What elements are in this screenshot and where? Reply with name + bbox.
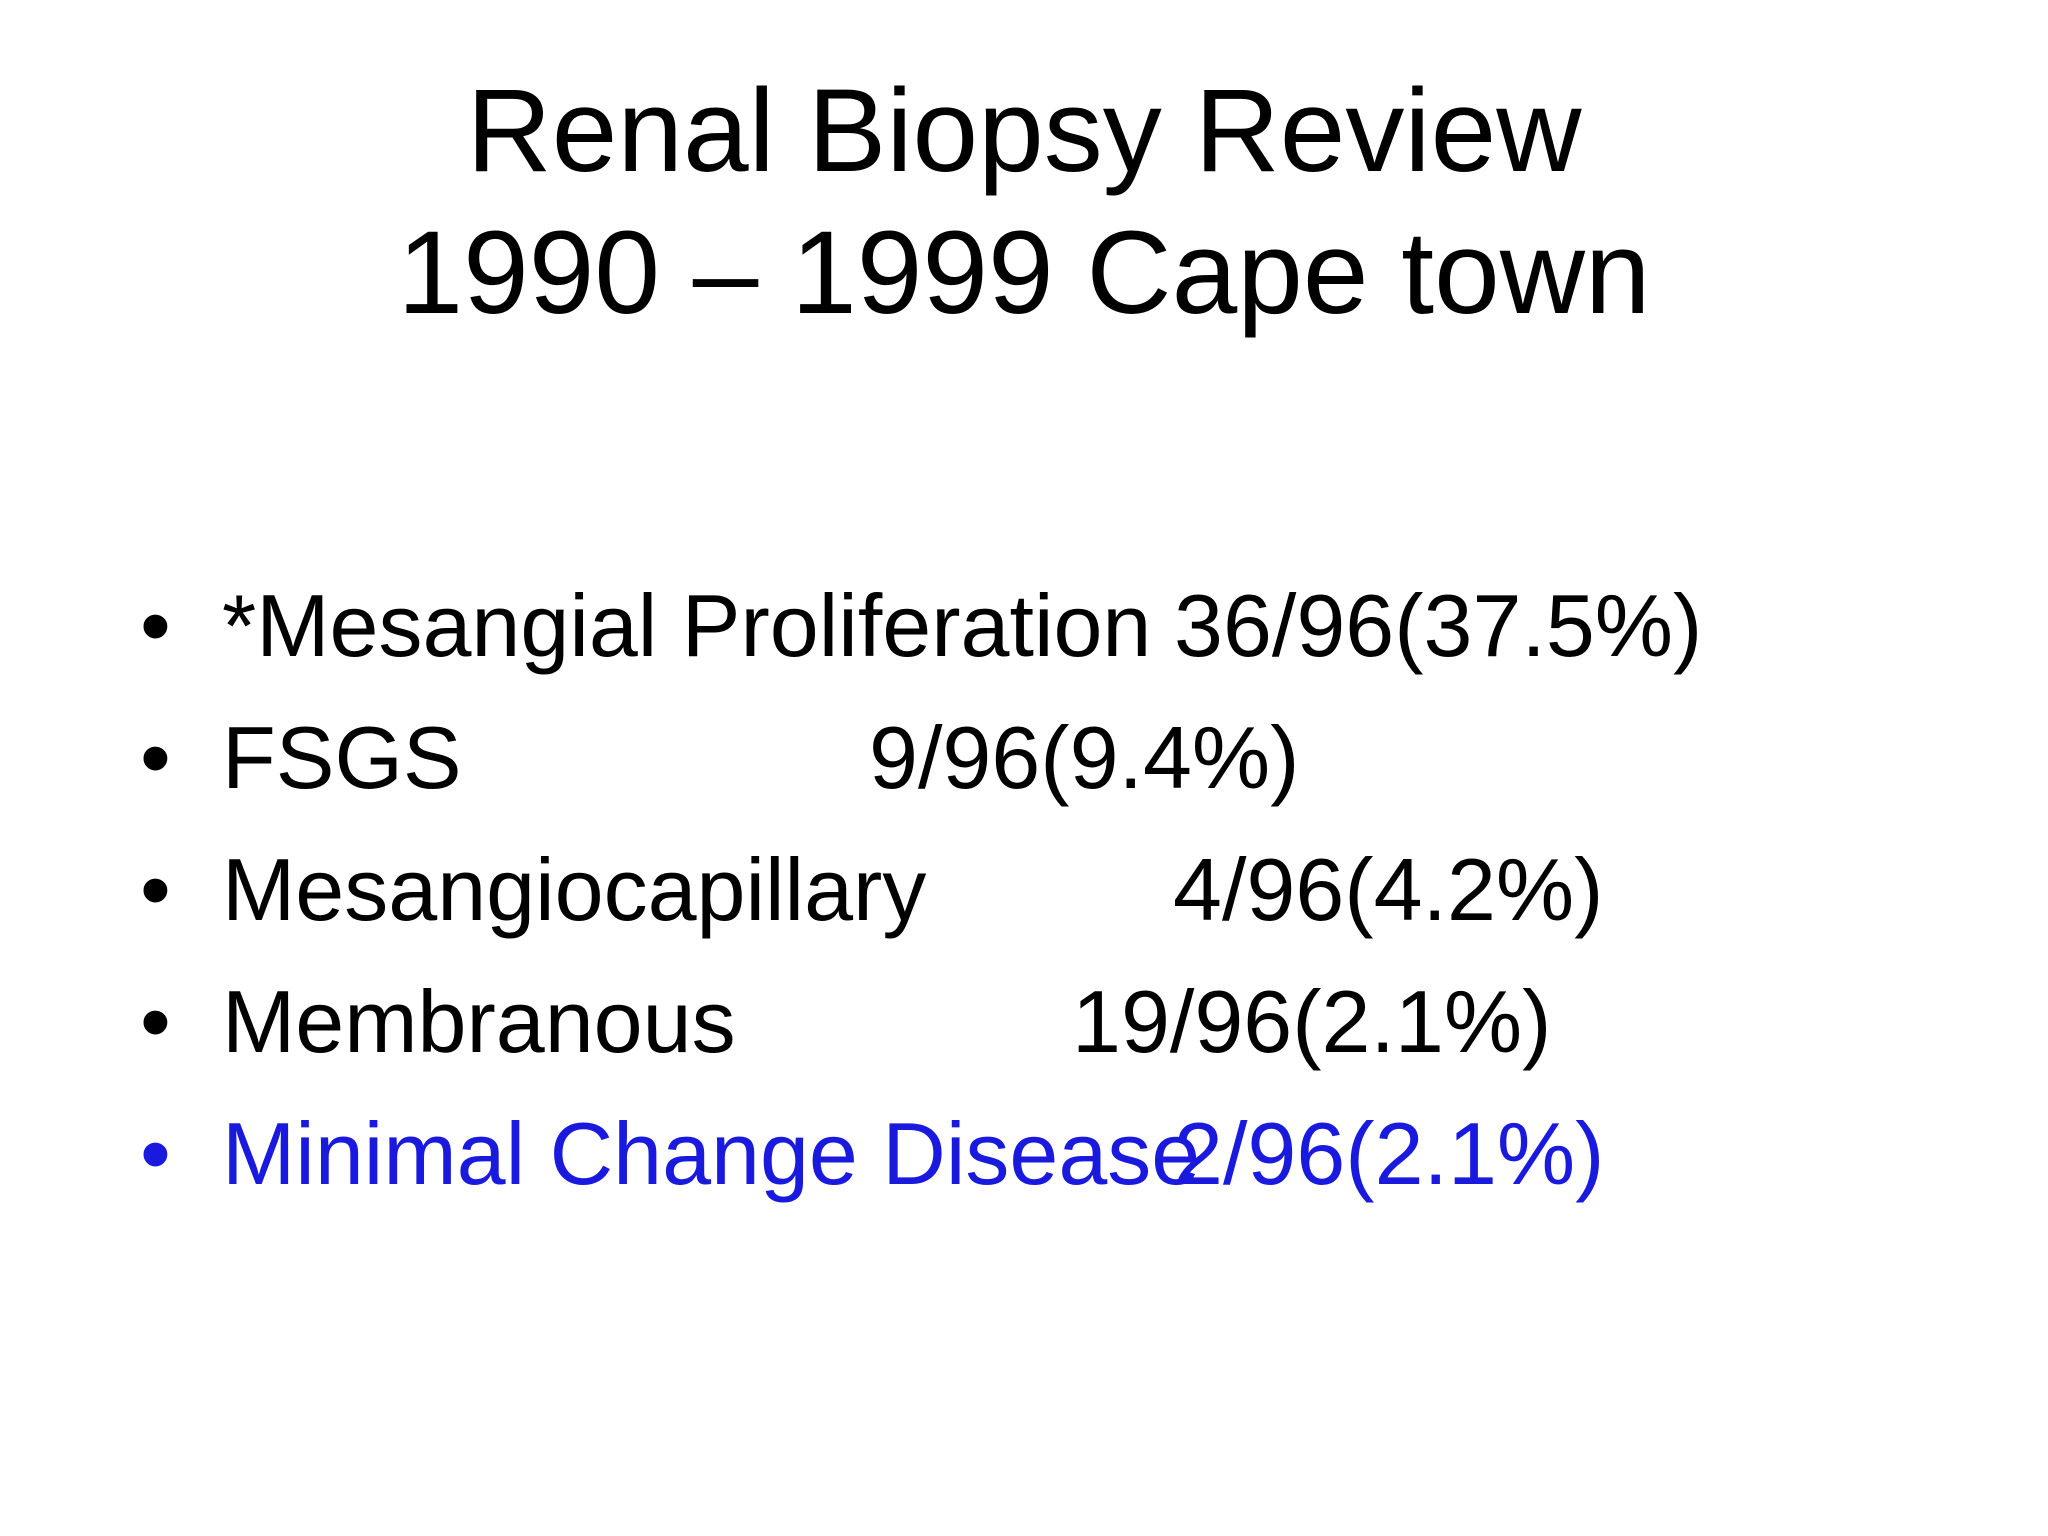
slide-title: Renal Biopsy Review 1990 – 1999 Cape tow… <box>0 60 2048 344</box>
bullet-value: 9/96(9.4%) <box>869 708 1300 807</box>
bullet-item-mesangial-proliferation: • *Mesangial Proliferation 36/96(37.5%) <box>140 560 2000 692</box>
bullet-list: • *Mesangial Proliferation 36/96(37.5%) … <box>140 560 2000 1220</box>
bullet-label: Mesangiocapillary <box>222 840 927 939</box>
bullet-label: Minimal Change Disease <box>222 1104 1201 1203</box>
bullet-value: 2/96(2.1%) <box>1174 1104 1605 1203</box>
bullet-dot: • <box>140 972 171 1071</box>
bullet-label: FSGS <box>222 708 462 807</box>
title-line-2: 1990 – 1999 Cape town <box>397 207 1651 339</box>
title-line-1: Renal Biopsy Review <box>466 65 1582 197</box>
bullet-dot: • <box>140 1104 171 1203</box>
bullet-item-mesangiocapillary: • Mesangiocapillary 4/96(4.2%) <box>140 824 2000 956</box>
bullet-item-fsgs: • FSGS 9/96(9.4%) <box>140 692 2000 824</box>
bullet-item-membranous: • Membranous 19/96(2.1%) <box>140 956 2000 1088</box>
bullet-dot: • <box>140 840 171 939</box>
bullet-value: 4/96(4.2%) <box>1173 840 1604 939</box>
bullet-item-minimal-change-disease: • Minimal Change Disease 2/96(2.1%) <box>140 1088 2000 1220</box>
bullet-dot: • <box>140 708 171 807</box>
bullet-value: 36/96(37.5%) <box>1174 576 1703 675</box>
bullet-dot: • <box>140 576 171 675</box>
bullet-label: *Mesangial Proliferation <box>222 576 1152 675</box>
bullet-value: 19/96(2.1%) <box>1072 972 1552 1071</box>
bullet-label: Membranous <box>222 972 736 1071</box>
